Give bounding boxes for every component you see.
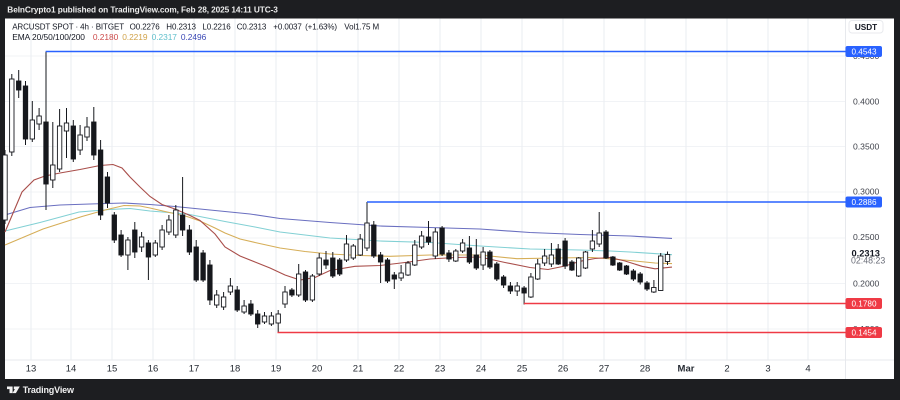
svg-text:27: 27: [599, 364, 610, 375]
svg-text:19: 19: [271, 364, 282, 375]
svg-text:0.4000: 0.4000: [853, 97, 880, 107]
svg-text:23: 23: [435, 364, 446, 375]
svg-text:28: 28: [640, 364, 651, 375]
svg-text:16: 16: [148, 364, 159, 375]
svg-text:0.3500: 0.3500: [853, 142, 880, 152]
svg-text:21: 21: [353, 364, 364, 375]
svg-text:17: 17: [189, 364, 200, 375]
svg-text:0.2886: 0.2886: [851, 198, 876, 207]
svg-text:BeInCrypto1 published on Tradi: BeInCrypto1 published on TradingView.com…: [7, 4, 278, 14]
svg-text:0.1454: 0.1454: [851, 329, 876, 338]
svg-text:Mar: Mar: [678, 364, 695, 375]
svg-text:0.2000: 0.2000: [853, 279, 880, 289]
svg-text:0.1780: 0.1780: [851, 300, 876, 309]
svg-text:3: 3: [765, 364, 770, 375]
svg-text:02:48:23: 02:48:23: [851, 256, 885, 266]
svg-text:4: 4: [805, 364, 810, 375]
svg-text:18: 18: [230, 364, 241, 375]
svg-text:0.3000: 0.3000: [853, 187, 880, 197]
svg-text:13: 13: [26, 364, 37, 375]
svg-text:2: 2: [724, 364, 729, 375]
svg-text:0.2500: 0.2500: [853, 232, 880, 242]
svg-text:0.4543: 0.4543: [851, 48, 876, 57]
svg-text:24: 24: [476, 364, 487, 375]
svg-text:20: 20: [312, 364, 323, 375]
svg-text:15: 15: [107, 364, 118, 375]
svg-text:14: 14: [66, 364, 77, 375]
svg-text:25: 25: [517, 364, 528, 375]
svg-text:22: 22: [394, 364, 405, 375]
svg-text:26: 26: [558, 364, 569, 375]
svg-text:TradingView: TradingView: [23, 385, 75, 395]
svg-text:USDT: USDT: [855, 23, 877, 32]
svg-text:0.2313: 0.2313: [852, 248, 880, 258]
